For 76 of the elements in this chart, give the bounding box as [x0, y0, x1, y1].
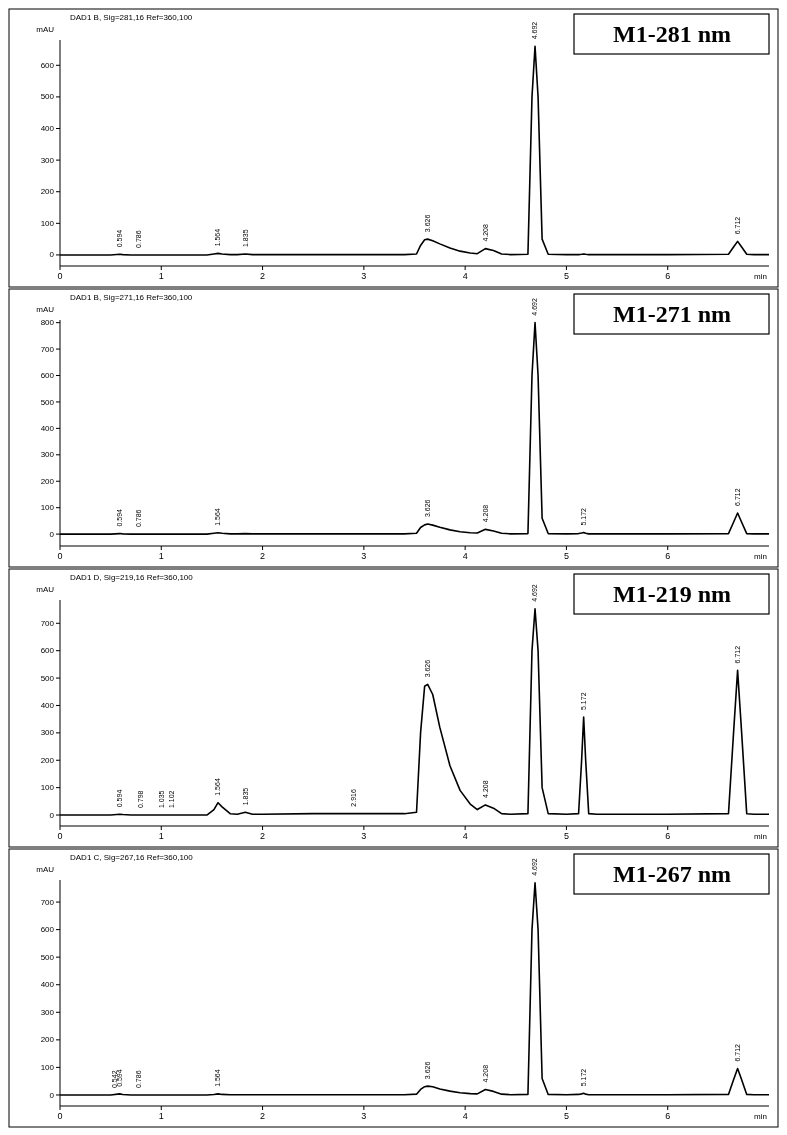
y-tick-label: 400 [40, 124, 55, 134]
y-tick-label: 0 [49, 810, 55, 820]
x-tick-label: 2 [260, 1111, 266, 1121]
chart-title: M1-271 nm [613, 301, 731, 327]
x-tick-label: 2 [260, 271, 266, 281]
x-axis-title: min [754, 832, 767, 841]
y-tick-label: 0 [49, 250, 55, 260]
x-tick-label: 5 [563, 271, 569, 281]
x-tick-label: 6 [665, 831, 671, 841]
x-tick-label: 1 [158, 831, 164, 841]
chart-title: M1-219 nm [613, 581, 731, 607]
x-tick-label: 3 [361, 551, 367, 561]
y-tick-label: 600 [40, 925, 55, 935]
y-tick-label: 100 [40, 1062, 55, 1072]
y-tick-label: 400 [40, 701, 55, 711]
x-tick-label: 5 [563, 831, 569, 841]
y-tick-label: 400 [40, 423, 55, 433]
chart-subtitle: DAD1 C, Sig=267,16 Ref=360,100 [70, 853, 194, 862]
y-tick-label: 700 [40, 897, 55, 907]
y-tick-label: 600 [40, 371, 55, 381]
y-tick-label: 500 [40, 92, 55, 102]
chart-subtitle: DAD1 B, Sig=281,16 Ref=360,100 [70, 13, 193, 22]
x-tick-label: 5 [563, 1111, 569, 1121]
x-tick-label: 4 [462, 551, 468, 561]
x-tick-label: 0 [57, 551, 63, 561]
x-axis-title: min [754, 1112, 767, 1121]
x-tick-label: 3 [361, 271, 367, 281]
y-axis-title: mAU [36, 585, 55, 594]
y-tick-label: 300 [40, 155, 55, 165]
x-tick-label: 3 [361, 1111, 367, 1121]
x-tick-label: 0 [57, 1111, 63, 1121]
x-tick-label: 6 [665, 1111, 671, 1121]
chart-title: M1-267 nm [613, 861, 731, 887]
x-tick-label: 0 [57, 831, 63, 841]
x-tick-label: 4 [462, 271, 468, 281]
y-axis-title: mAU [36, 25, 55, 34]
x-tick-label: 0 [57, 271, 63, 281]
y-axis-title: mAU [36, 305, 55, 314]
y-tick-label: 300 [40, 1007, 55, 1017]
y-tick-label: 200 [40, 755, 55, 765]
y-tick-label: 0 [49, 1090, 55, 1100]
x-tick-label: 5 [563, 551, 569, 561]
y-tick-label: 500 [40, 673, 55, 683]
y-tick-label: 700 [40, 618, 55, 628]
y-tick-label: 300 [40, 450, 55, 460]
y-tick-label: 0 [49, 529, 55, 539]
chart-subtitle: DAD1 B, Sig=271,16 Ref=360,100 [70, 293, 193, 302]
y-tick-label: 500 [40, 952, 55, 962]
y-tick-label: 600 [40, 60, 55, 70]
x-tick-label: 2 [260, 551, 266, 561]
y-tick-label: 100 [40, 218, 55, 228]
y-tick-label: 200 [40, 476, 55, 486]
y-tick-label: 200 [40, 187, 55, 197]
x-tick-label: 6 [665, 271, 671, 281]
x-tick-label: 4 [462, 831, 468, 841]
x-tick-label: 4 [462, 1111, 468, 1121]
y-tick-label: 600 [40, 646, 55, 656]
x-tick-label: 1 [158, 1111, 164, 1121]
y-tick-label: 100 [40, 783, 55, 793]
x-axis-title: min [754, 552, 767, 561]
y-tick-label: 700 [40, 344, 55, 354]
x-tick-label: 1 [158, 551, 164, 561]
y-tick-label: 400 [40, 980, 55, 990]
chart-subtitle: DAD1 D, Sig=219,16 Ref=360,100 [70, 573, 194, 582]
y-axis-title: mAU [36, 865, 55, 874]
chart-title: M1-281 nm [613, 21, 731, 47]
y-tick-label: 800 [40, 318, 55, 328]
x-axis-title: min [754, 272, 767, 281]
x-tick-label: 3 [361, 831, 367, 841]
x-tick-label: 2 [260, 831, 266, 841]
y-tick-label: 500 [40, 397, 55, 407]
y-tick-label: 200 [40, 1035, 55, 1045]
y-tick-label: 100 [40, 503, 55, 513]
y-tick-label: 300 [40, 728, 55, 738]
x-tick-label: 1 [158, 271, 164, 281]
x-tick-label: 6 [665, 551, 671, 561]
